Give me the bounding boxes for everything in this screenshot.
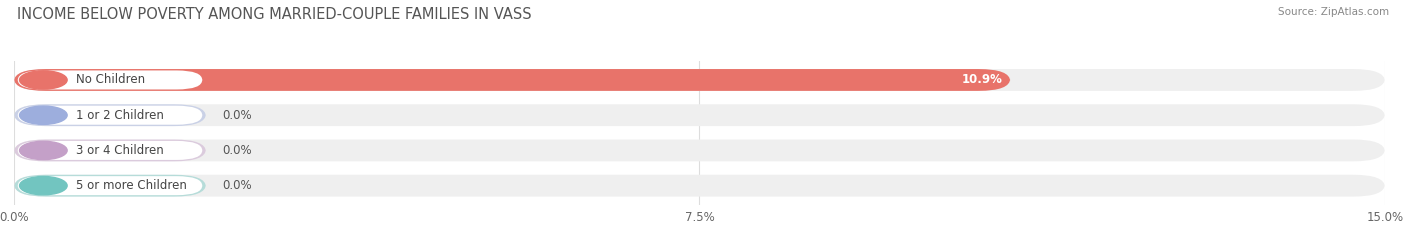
FancyBboxPatch shape xyxy=(14,175,1385,197)
FancyBboxPatch shape xyxy=(18,70,202,89)
Circle shape xyxy=(20,176,67,195)
FancyBboxPatch shape xyxy=(14,140,207,161)
Text: Source: ZipAtlas.com: Source: ZipAtlas.com xyxy=(1278,7,1389,17)
Text: 0.0%: 0.0% xyxy=(222,144,252,157)
FancyBboxPatch shape xyxy=(18,141,202,160)
FancyBboxPatch shape xyxy=(14,69,1011,91)
Text: No Children: No Children xyxy=(76,73,145,86)
FancyBboxPatch shape xyxy=(14,140,1385,161)
Text: INCOME BELOW POVERTY AMONG MARRIED-COUPLE FAMILIES IN VASS: INCOME BELOW POVERTY AMONG MARRIED-COUPL… xyxy=(17,7,531,22)
Text: 1 or 2 Children: 1 or 2 Children xyxy=(76,109,165,122)
Text: 3 or 4 Children: 3 or 4 Children xyxy=(76,144,165,157)
Text: 10.9%: 10.9% xyxy=(962,73,1002,86)
FancyBboxPatch shape xyxy=(14,104,1385,126)
Circle shape xyxy=(20,106,67,124)
FancyBboxPatch shape xyxy=(14,104,207,126)
FancyBboxPatch shape xyxy=(18,176,202,195)
Text: 0.0%: 0.0% xyxy=(222,109,252,122)
FancyBboxPatch shape xyxy=(18,106,202,125)
FancyBboxPatch shape xyxy=(14,175,207,197)
Circle shape xyxy=(20,71,67,89)
Text: 0.0%: 0.0% xyxy=(222,179,252,192)
FancyBboxPatch shape xyxy=(14,69,1385,91)
Text: 5 or more Children: 5 or more Children xyxy=(76,179,187,192)
Circle shape xyxy=(20,141,67,160)
